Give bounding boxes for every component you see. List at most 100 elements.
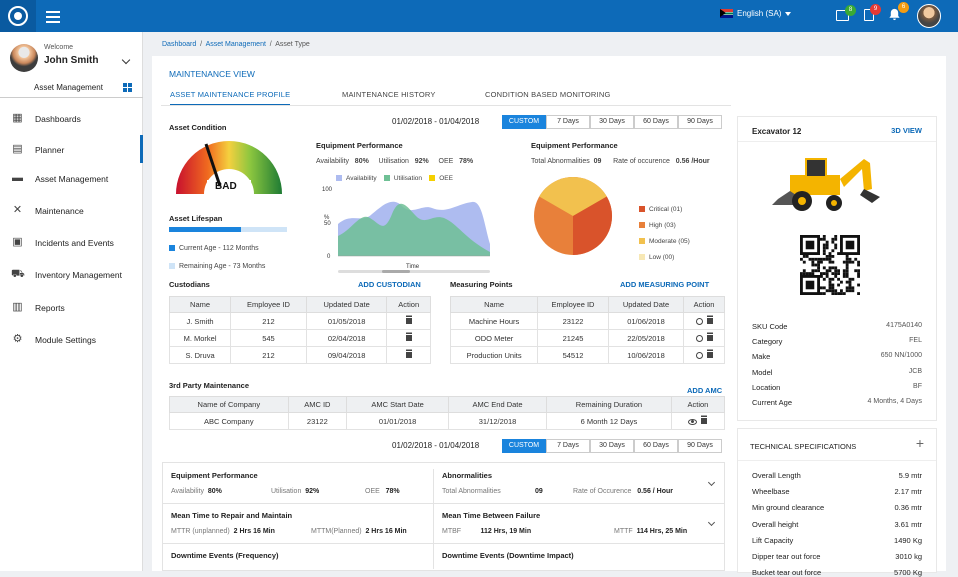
tab-divider bbox=[161, 105, 731, 106]
tab-asset-maintenance-profile[interactable]: ASSET MAINTENANCE PROFILE bbox=[170, 90, 291, 106]
detail-label: Current Age bbox=[752, 398, 793, 407]
tab-maintenance-history[interactable]: MAINTENANCE HISTORY bbox=[342, 90, 436, 99]
summary-downtime-frequency: Downtime Events (Frequency) bbox=[171, 551, 279, 560]
table-row: Machine Hours 23122 01/06/2018 bbox=[449, 312, 725, 330]
mail-icon[interactable]: 8 bbox=[836, 5, 856, 21]
asset-condition-title: Asset Condition bbox=[169, 123, 227, 132]
summary-downtime-impact: Downtime Events (Downtime Impact) bbox=[442, 551, 574, 560]
asset-card: Excavator 12 3D VIEW SKU Code 4175A0140 C… bbox=[737, 116, 937, 421]
perf-stats: Availability 80% Utilisation 92% OEE 78% bbox=[316, 158, 474, 165]
tech-specs-title: TECHNICAL SPECIFICATIONS bbox=[750, 442, 857, 451]
trash-icon[interactable] bbox=[405, 333, 412, 341]
language-label: English (SA) bbox=[737, 9, 782, 18]
language-selector[interactable]: English (SA) bbox=[720, 9, 792, 18]
summary-mttr-stats: MTTR (unplanned) 2 Hrs 16 Min MTTM(Plann… bbox=[171, 528, 407, 535]
asset-name: Excavator 12 bbox=[752, 127, 802, 136]
trash-icon[interactable] bbox=[405, 350, 412, 358]
table-row: ABC Company 23122 01/01/2018 31/12/2018 6 Mo… bbox=[169, 412, 726, 430]
amc-table: Name of Company AMC ID AMC Start Date AMC E… bbox=[169, 396, 726, 430]
chevron-down-icon[interactable] bbox=[707, 478, 716, 487]
sidebar-item-module-settings[interactable]: ⚙ Module Settings bbox=[0, 325, 143, 353]
user-panel[interactable]: Welcome John Smith Asset Management bbox=[0, 32, 143, 98]
date-range[interactable]: 01/02/2018 - 01/04/2018 bbox=[392, 441, 480, 450]
module-label: Asset Management bbox=[34, 83, 103, 92]
app-logo[interactable] bbox=[0, 0, 36, 32]
plus-icon[interactable]: + bbox=[915, 435, 924, 451]
sidebar-item-label: Planner bbox=[35, 145, 65, 155]
add-amc-button[interactable]: ADD AMC bbox=[687, 386, 723, 395]
sidebar: Welcome John Smith Asset Management ▦ Das… bbox=[0, 32, 143, 571]
trash-icon[interactable] bbox=[701, 416, 708, 424]
90-days-button[interactable]: 90 Days bbox=[678, 439, 722, 453]
history-icon[interactable] bbox=[695, 335, 703, 343]
trash-icon[interactable] bbox=[405, 316, 412, 324]
pie-slice-moderate bbox=[539, 176, 607, 216]
profile-avatar[interactable] bbox=[917, 4, 941, 28]
bell-icon[interactable]: 6 bbox=[888, 2, 909, 21]
chart-scrollbar-thumb bbox=[382, 270, 410, 273]
sidebar-item-incidents[interactable]: ▣ Incidents and Events bbox=[0, 228, 143, 256]
table-row: J. Smith 212 01/05/2018 bbox=[168, 312, 431, 330]
30-days-button[interactable]: 30 Days bbox=[590, 439, 634, 453]
history-icon[interactable] bbox=[695, 352, 703, 360]
detail-label: Model bbox=[752, 367, 773, 377]
sidebar-item-dashboards[interactable]: ▦ Dashboards bbox=[0, 104, 143, 132]
breadcrumb-dashboard[interactable]: Dashboard bbox=[162, 41, 197, 48]
add-measuring-point-button[interactable]: ADD MEASURING POINT bbox=[620, 280, 710, 289]
chevron-down-icon[interactable] bbox=[707, 518, 716, 527]
chevron-down-icon bbox=[785, 11, 792, 16]
summary-grid: Equipment Performance Availability 80% U… bbox=[162, 462, 725, 571]
custom-button[interactable]: CUSTOM bbox=[502, 439, 546, 453]
docs-badge: 9 bbox=[870, 4, 881, 15]
summary-mttr-title: Mean Time to Repair and Maintain bbox=[171, 511, 293, 520]
7-days-button[interactable]: 7 Days bbox=[546, 439, 590, 453]
sidebar-item-label: Reports bbox=[35, 303, 65, 313]
spec-label: Min ground clearance bbox=[752, 503, 825, 513]
history-icon[interactable] bbox=[695, 318, 703, 326]
eye-icon[interactable] bbox=[688, 418, 698, 425]
60-days-button[interactable]: 60 Days bbox=[634, 439, 678, 453]
main-content: Dashboard / Asset Management / Asset Typ… bbox=[144, 32, 958, 577]
chevron-down-icon[interactable] bbox=[121, 55, 131, 65]
measuring-points-title: Measuring Points bbox=[450, 280, 513, 289]
summary-abn-title: Abnormalities bbox=[442, 471, 493, 480]
7-days-button[interactable]: 7 Days bbox=[546, 115, 590, 129]
breadcrumb-asset-management[interactable]: Asset Management bbox=[205, 41, 266, 48]
tab-condition-based-monitoring[interactable]: CONDITION BASED MONITORING bbox=[485, 90, 611, 99]
avatar bbox=[10, 44, 38, 72]
remaining-age: Remaining Age - 73 Months bbox=[169, 263, 265, 270]
60-days-button[interactable]: 60 Days bbox=[634, 115, 678, 129]
30-days-button[interactable]: 30 Days bbox=[590, 115, 634, 129]
alerts-badge: 6 bbox=[898, 2, 909, 13]
tab-bar: ASSET MAINTENANCE PROFILE MAINTENANCE HI… bbox=[161, 84, 736, 106]
cart-icon: ⛟ bbox=[11, 268, 25, 280]
sidebar-item-reports[interactable]: ▥ Reports bbox=[0, 293, 143, 321]
date-range[interactable]: 01/02/2018 - 01/04/2018 bbox=[392, 117, 480, 126]
trash-icon[interactable] bbox=[706, 316, 713, 324]
custom-button[interactable]: CUSTOM bbox=[502, 115, 546, 129]
sidebar-item-asset-management[interactable]: ▬ Asset Management bbox=[0, 164, 143, 192]
trash-icon[interactable] bbox=[706, 333, 713, 341]
spec-value: 3010 kg bbox=[895, 552, 922, 561]
summary-abn-stats: Total Abnormalities 09 Rate of Occurence… bbox=[442, 488, 674, 495]
pie-title: Equipment Performance bbox=[531, 141, 618, 150]
measuring-points-table: Name Employee ID Updated Date Action Machin… bbox=[449, 296, 725, 364]
current-age: Current Age - 112 Months bbox=[169, 245, 259, 252]
sidebar-item-label: Dashboards bbox=[35, 114, 81, 124]
sidebar-item-inventory[interactable]: ⛟ Inventory Management bbox=[0, 260, 143, 288]
document-icon[interactable]: 9 bbox=[864, 4, 881, 21]
sidebar-item-label: Asset Management bbox=[35, 174, 109, 184]
trash-icon[interactable] bbox=[706, 350, 713, 358]
sidebar-item-planner[interactable]: ▤ Planner bbox=[0, 135, 143, 163]
3d-view-button[interactable]: 3D VIEW bbox=[891, 126, 922, 135]
90-days-button[interactable]: 90 Days bbox=[678, 115, 722, 129]
add-custodian-button[interactable]: ADD CUSTODIAN bbox=[358, 280, 421, 289]
sidebar-item-maintenance[interactable]: ✕ Maintenance bbox=[0, 196, 143, 224]
module-switcher[interactable]: Asset Management bbox=[0, 76, 143, 98]
summary-mtbf-stats: MTBF 112 Hrs, 19 Min MTTF 114 Hrs, 25 Mi… bbox=[442, 528, 688, 535]
y-tick-label: 0 bbox=[327, 254, 331, 260]
spec-value: 1490 Kg bbox=[894, 535, 922, 545]
grid-icon[interactable] bbox=[123, 83, 132, 92]
abnormality-pie-chart bbox=[534, 176, 613, 256]
menu-toggle-icon[interactable] bbox=[46, 8, 60, 23]
